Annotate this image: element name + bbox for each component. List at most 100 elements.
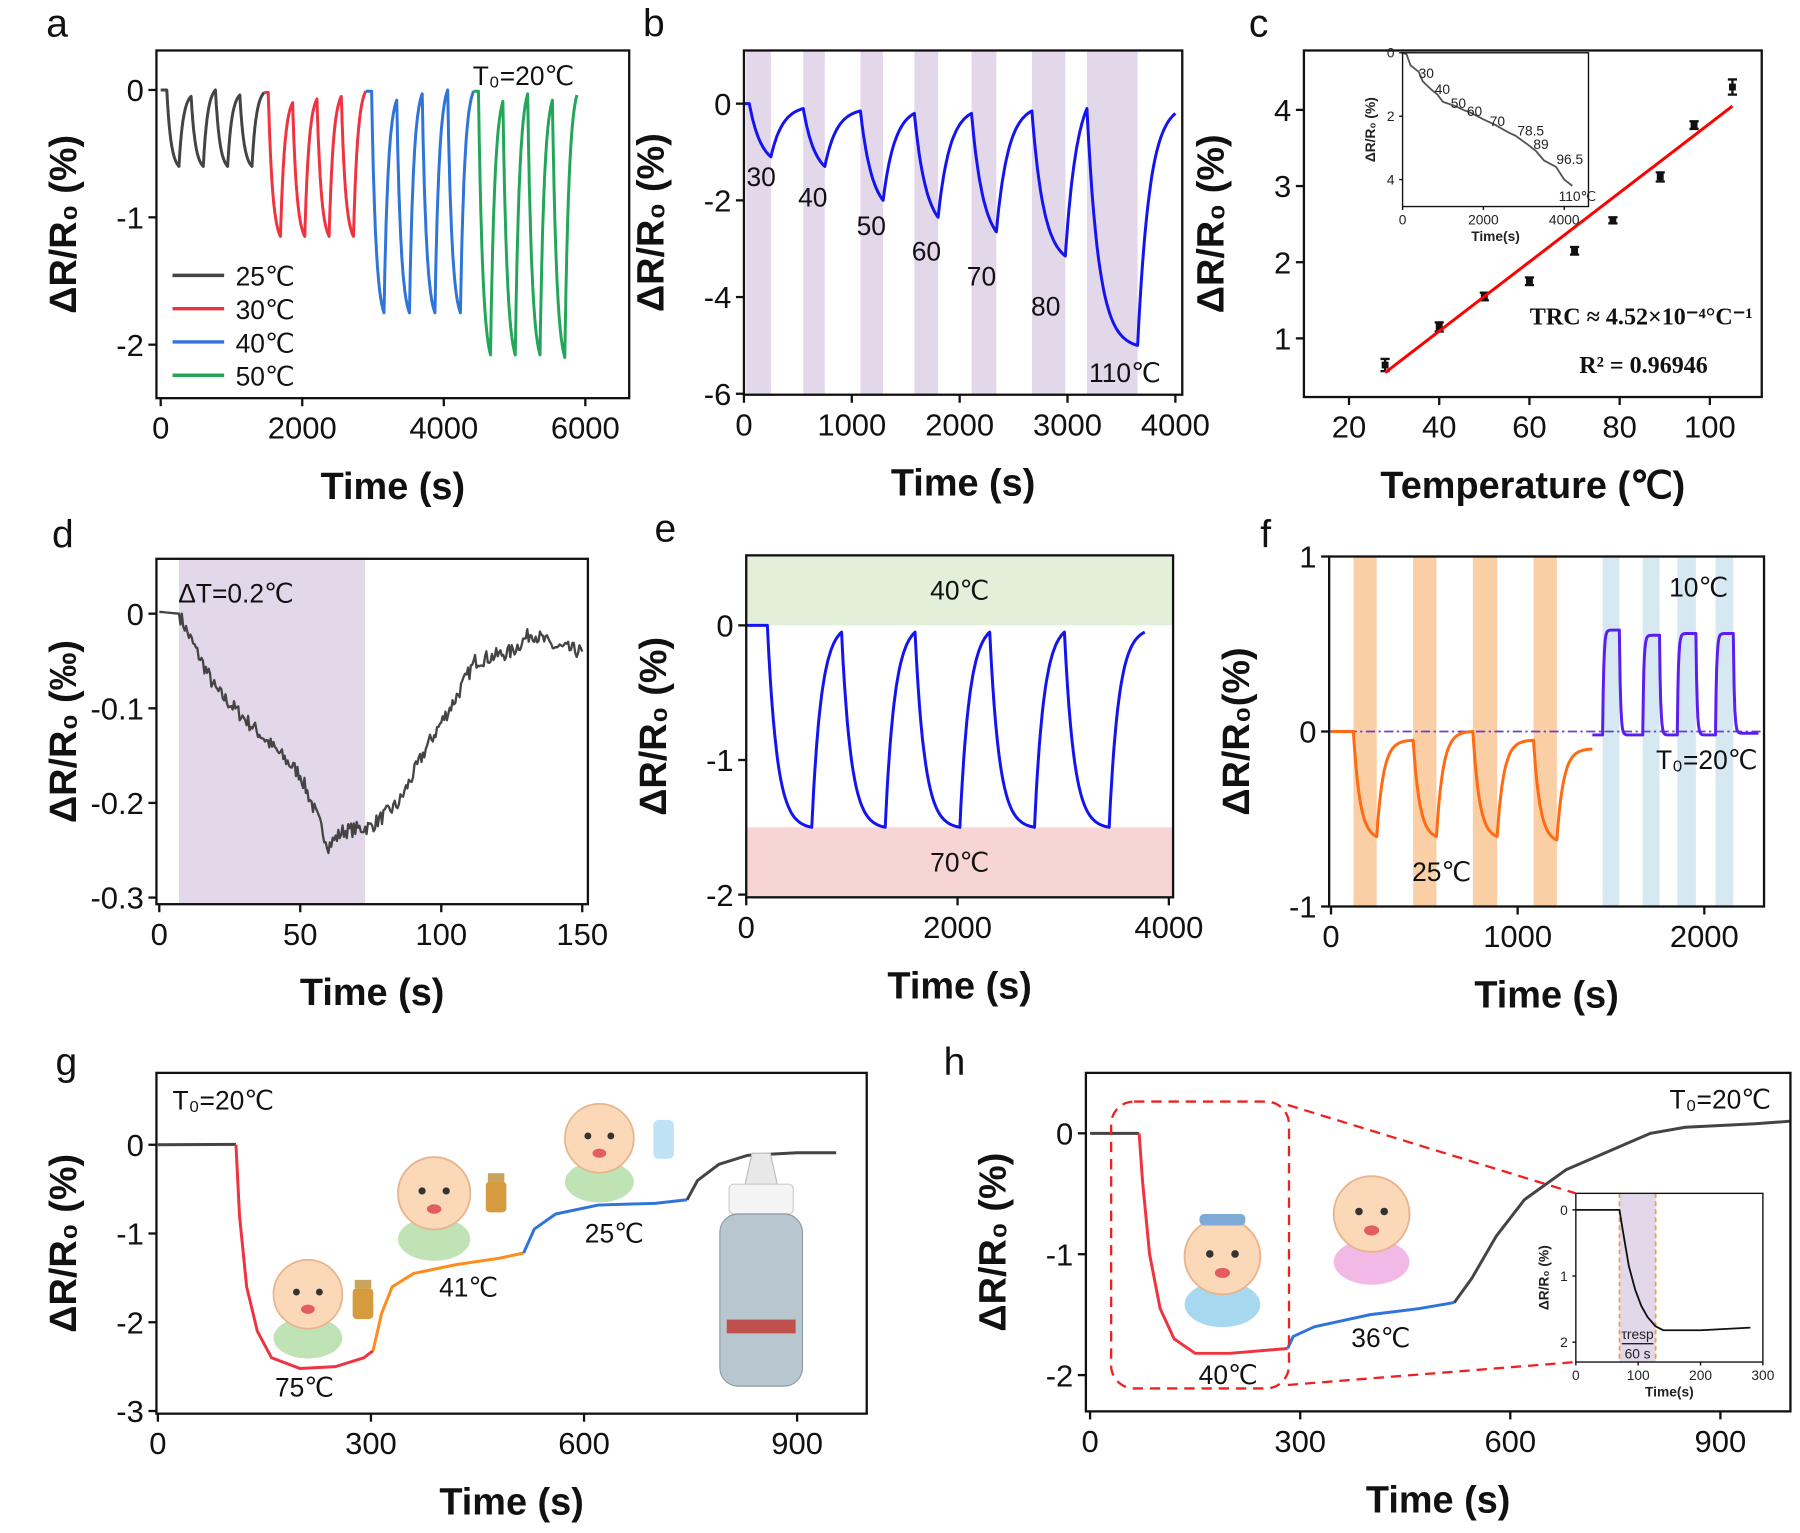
x-tick-label: 2000 — [923, 910, 992, 945]
y-tick-label: -6 — [704, 377, 732, 412]
legend-label: 25℃ — [236, 262, 295, 292]
inset-step-label: 110℃ — [1559, 189, 1596, 204]
annotation-l80: 80 — [1031, 292, 1060, 322]
y-axis-label: ΔR/R₀ (%) — [1191, 134, 1233, 313]
plot-frame — [1575, 1192, 1764, 1363]
inset-step-label: 89 — [1533, 137, 1548, 152]
panel-letter: e — [654, 508, 676, 551]
bottle-icon-hot — [352, 1279, 374, 1320]
baby-illustration-hot — [272, 1259, 344, 1359]
panel-h: h 0 300 600 900 0 -1 -2 Time (s) ΔR/R₀ (%) T₀=20℃ 4… — [944, 1041, 1792, 1521]
x-axis-label: Time (s) — [887, 965, 1031, 1007]
series-line-1 — [1137, 1133, 1288, 1355]
zoom-region-box — [1109, 1100, 1291, 1390]
panel-a: a 0 2000 4000 6000 0 -1 -2 Time (s) ΔR/R₀ (%) T₀=2… — [43, 3, 631, 508]
y-axis-label: ΔR/R₀ (‰) — [43, 640, 85, 823]
series-line-0 — [160, 88, 266, 168]
y-tick-label: 1 — [1560, 1269, 1568, 1284]
data-point — [1524, 276, 1535, 287]
y-tick-label: 4 — [1387, 173, 1395, 188]
x-tick-label: 900 — [1695, 1424, 1747, 1459]
plot-area — [159, 558, 584, 905]
x-tick-label: 0 — [735, 407, 752, 442]
x-tick-label: 0 — [1322, 919, 1339, 954]
annotation-t0: T₀=20℃ — [1669, 1084, 1770, 1114]
baby-illustration-fever — [1183, 1217, 1262, 1328]
y-axis-label: ΔR/R₀ (%) — [631, 133, 673, 312]
bottle-cap — [487, 1173, 505, 1182]
x-tick-label: 0 — [152, 411, 169, 446]
bottle-body — [352, 1288, 374, 1320]
x-tick-label: 600 — [558, 1426, 610, 1461]
x-tick-label: 20 — [1332, 410, 1366, 445]
annotation-t0: T₀=20℃ — [1656, 745, 1757, 775]
x-tick-label: 50 — [283, 917, 317, 952]
data-point — [1727, 78, 1738, 96]
x-tick-label: 0 — [738, 910, 755, 945]
inset-background — [1402, 52, 1589, 207]
body — [1333, 1239, 1410, 1285]
mouth — [426, 1204, 442, 1214]
annotation-l50: 50 — [857, 211, 886, 241]
eye — [418, 1187, 426, 1195]
x-axis-label: Time (s) — [300, 972, 444, 1014]
x-tick-label: 0 — [1399, 212, 1407, 227]
y-axis-label: ΔR/R₀ (%) — [43, 135, 85, 314]
y-tick-label: 0 — [1299, 715, 1316, 750]
y-tick-label: -4 — [704, 280, 732, 315]
x-tick-label: 0 — [1081, 1424, 1098, 1459]
baby-illustration-cool — [564, 1102, 635, 1203]
eye — [315, 1288, 323, 1296]
panel-letter: f — [1260, 513, 1271, 556]
y-tick-label: 0 — [127, 597, 144, 632]
eye — [1231, 1250, 1239, 1258]
marker — [1609, 216, 1617, 224]
annotation-l70: 70 — [967, 262, 996, 292]
bottle-cap — [354, 1279, 372, 1289]
marker — [1656, 173, 1664, 181]
series-line-3 — [522, 1198, 688, 1254]
plot-area — [1090, 1119, 1791, 1355]
mouth — [1364, 1225, 1380, 1236]
highlight-band — [914, 50, 939, 395]
bottle-icon-cool — [653, 1119, 674, 1159]
bottle-icon-warm — [485, 1173, 507, 1213]
highlight-band — [1353, 556, 1377, 907]
plot-area — [1380, 78, 1738, 374]
x-tick-label: 0 — [151, 917, 168, 952]
series-line-0 — [743, 102, 1177, 347]
x-tick-label: 600 — [1484, 1424, 1536, 1459]
panel-g: g 0 300 600 900 0 -1 -2 -3 Time (s) ΔR/R₀ (%) T₀=20… — [43, 1041, 868, 1524]
head — [1332, 1175, 1411, 1253]
panel-letter: g — [55, 1041, 77, 1084]
plot-frame — [1302, 49, 1763, 399]
x-tick-label: 150 — [556, 917, 608, 952]
y-tick-label: 0 — [127, 1128, 144, 1163]
panel-e: e 40℃ 70℃ 0 2000 4000 0 -1 -2 Time (s) ΔR/R₀ (%) — [633, 508, 1203, 1008]
zoom-connector — [1287, 1360, 1576, 1387]
x-tick-label: 4000 — [1134, 910, 1203, 945]
series-line-2 — [365, 88, 475, 315]
bottle-body — [485, 1181, 507, 1213]
series-line-1 — [234, 1144, 374, 1370]
highlight-band — [179, 558, 366, 905]
nipple — [744, 1152, 778, 1185]
x-axis-label: Time (s) — [439, 1482, 583, 1524]
plot-area — [1329, 556, 1765, 907]
y-tick-label: -1 — [116, 200, 144, 235]
y-tick-label: 1 — [1274, 322, 1291, 357]
annotation-t25: 25℃ — [1412, 857, 1471, 887]
series-line-1 — [1592, 628, 1760, 737]
y-tick-label: 4 — [1274, 93, 1291, 128]
x-tick-label: 3000 — [1033, 407, 1102, 442]
body — [397, 1217, 471, 1261]
annotation-l110: 110℃ — [1089, 358, 1161, 388]
x-tick-label: 2000 — [268, 411, 337, 446]
eye — [1380, 1207, 1389, 1216]
highlight-band — [1715, 556, 1734, 907]
annotation-l30: 30 — [746, 162, 775, 192]
sensor-strip — [726, 1319, 796, 1334]
annotation-l40: 40 — [798, 183, 827, 213]
x-tick-label: 300 — [1274, 1424, 1326, 1459]
y-tick-label: -2 — [116, 328, 144, 363]
